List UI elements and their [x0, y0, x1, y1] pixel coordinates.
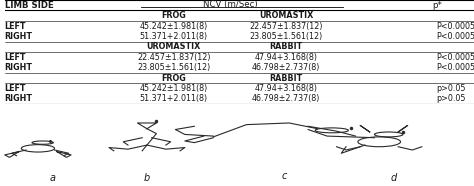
Text: 45.242±1.981(8): 45.242±1.981(8) — [139, 22, 208, 31]
Text: 45.242±1.981(8): 45.242±1.981(8) — [139, 84, 208, 93]
Text: 47.94+3.168(8): 47.94+3.168(8) — [255, 84, 318, 93]
Text: a: a — [49, 173, 55, 183]
Text: RABBIT: RABBIT — [270, 42, 303, 51]
Text: RABBIT: RABBIT — [270, 74, 303, 83]
Text: p>0.05: p>0.05 — [437, 94, 466, 103]
Text: RIGHT: RIGHT — [5, 94, 33, 103]
Text: 23.805±1.561(12): 23.805±1.561(12) — [137, 63, 210, 72]
Text: P<0.0005: P<0.0005 — [437, 63, 474, 72]
Text: UROMASTIX: UROMASTIX — [146, 42, 201, 51]
Text: 51.371+2.011(8): 51.371+2.011(8) — [140, 94, 208, 103]
Text: RIGHT: RIGHT — [5, 63, 33, 72]
Text: 23.805±1.561(12): 23.805±1.561(12) — [250, 32, 323, 41]
Text: P<0.0005: P<0.0005 — [437, 22, 474, 31]
Text: P<0.0005: P<0.0005 — [437, 32, 474, 41]
Text: 46.798±2.737(8): 46.798±2.737(8) — [252, 94, 320, 103]
Text: 46.798±2.737(8): 46.798±2.737(8) — [252, 63, 320, 72]
Text: UROMASTIX: UROMASTIX — [259, 11, 313, 20]
Text: FROG: FROG — [161, 74, 186, 83]
Text: d: d — [390, 173, 397, 183]
Text: LEFT: LEFT — [5, 22, 26, 31]
Text: 51.371+2.011(8): 51.371+2.011(8) — [140, 32, 208, 41]
Text: p>0.05: p>0.05 — [437, 84, 466, 93]
Text: 22.457±1.837(12): 22.457±1.837(12) — [137, 53, 210, 62]
Text: LEFT: LEFT — [5, 84, 26, 93]
Text: FROG: FROG — [161, 11, 186, 20]
Text: LIMB SIDE: LIMB SIDE — [5, 1, 54, 10]
Text: 47.94+3.168(8): 47.94+3.168(8) — [255, 53, 318, 62]
Text: p*: p* — [432, 1, 441, 10]
Text: NCV (m/Sec): NCV (m/Sec) — [203, 0, 257, 9]
Text: RIGHT: RIGHT — [5, 32, 33, 41]
Text: P<0.0005: P<0.0005 — [437, 53, 474, 62]
Text: b: b — [144, 173, 150, 183]
Text: LEFT: LEFT — [5, 53, 26, 62]
Text: c: c — [282, 171, 287, 181]
Text: 22.457±1.837(12): 22.457±1.837(12) — [249, 22, 323, 31]
